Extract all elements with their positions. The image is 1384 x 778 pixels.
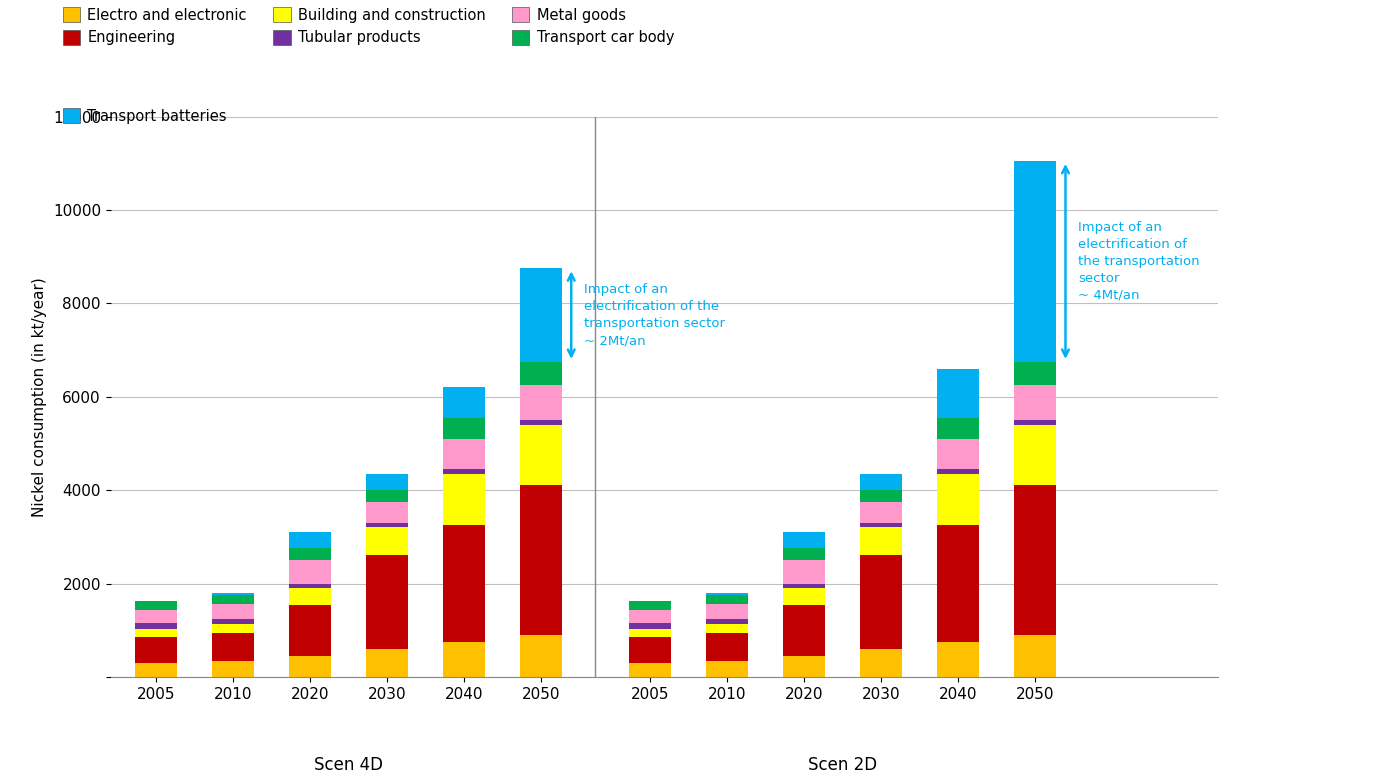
Bar xyxy=(937,642,978,677)
Bar xyxy=(365,527,407,555)
Bar xyxy=(937,418,978,439)
Bar xyxy=(937,369,978,418)
Y-axis label: Nickel consumption (in kt/year): Nickel consumption (in kt/year) xyxy=(32,277,47,517)
Bar xyxy=(520,425,562,485)
Bar xyxy=(365,474,407,490)
Bar xyxy=(937,474,978,525)
Bar xyxy=(859,490,902,502)
Bar xyxy=(443,469,484,474)
Bar xyxy=(937,525,978,642)
Bar xyxy=(783,588,825,605)
Bar xyxy=(443,642,484,677)
Bar xyxy=(859,502,902,523)
Bar xyxy=(1014,425,1056,485)
Text: Scen 2D: Scen 2D xyxy=(808,756,877,774)
Bar xyxy=(1014,485,1056,635)
Bar xyxy=(212,661,253,677)
Bar xyxy=(289,560,331,584)
Bar xyxy=(134,637,177,663)
Bar xyxy=(365,490,407,502)
Bar xyxy=(289,548,331,560)
Text: Impact of an
electrification of
the transportation
sector
~ 4Mt/an: Impact of an electrification of the tran… xyxy=(1078,221,1200,302)
Bar xyxy=(289,605,331,656)
Bar xyxy=(706,619,747,624)
Bar xyxy=(706,594,747,604)
Bar xyxy=(628,629,671,637)
Bar xyxy=(706,624,747,633)
Bar xyxy=(520,385,562,420)
Bar xyxy=(783,584,825,588)
Bar xyxy=(628,663,671,677)
Bar xyxy=(937,469,978,474)
Bar xyxy=(212,604,253,619)
Bar xyxy=(859,474,902,490)
Bar xyxy=(783,605,825,656)
Bar xyxy=(134,623,177,629)
Bar xyxy=(520,268,562,362)
Bar xyxy=(520,420,562,425)
Bar xyxy=(365,523,407,527)
Bar xyxy=(859,649,902,677)
Bar xyxy=(1014,635,1056,677)
Bar xyxy=(706,633,747,661)
Bar xyxy=(443,525,484,642)
Bar xyxy=(289,532,331,548)
Bar xyxy=(212,633,253,661)
Bar xyxy=(443,387,484,418)
Bar xyxy=(289,588,331,605)
Bar xyxy=(520,635,562,677)
Bar xyxy=(706,661,747,677)
Bar xyxy=(706,604,747,619)
Bar xyxy=(365,502,407,523)
Bar xyxy=(937,439,978,469)
Bar xyxy=(783,560,825,584)
Bar xyxy=(783,548,825,560)
Bar xyxy=(520,485,562,635)
Bar xyxy=(212,624,253,633)
Text: Impact of an
electrification of the
transportation sector
~ 2Mt/an: Impact of an electrification of the tran… xyxy=(584,283,725,347)
Bar xyxy=(783,532,825,548)
Bar xyxy=(289,584,331,588)
Bar xyxy=(1014,385,1056,420)
Bar xyxy=(443,418,484,439)
Bar xyxy=(134,629,177,637)
Bar xyxy=(365,555,407,649)
Bar xyxy=(628,601,671,610)
Text: Scen 4D: Scen 4D xyxy=(314,756,383,774)
Bar xyxy=(628,637,671,663)
Bar xyxy=(520,362,562,385)
Bar xyxy=(628,610,671,623)
Bar xyxy=(859,523,902,527)
Bar xyxy=(783,656,825,677)
Bar xyxy=(134,610,177,623)
Bar xyxy=(134,663,177,677)
Bar xyxy=(443,439,484,469)
Bar xyxy=(365,649,407,677)
Legend: Transport batteries: Transport batteries xyxy=(62,108,227,124)
Bar xyxy=(628,623,671,629)
Bar xyxy=(859,527,902,555)
Bar xyxy=(1014,420,1056,425)
Bar xyxy=(134,601,177,610)
Bar xyxy=(212,619,253,624)
Bar xyxy=(289,656,331,677)
Bar xyxy=(1014,362,1056,385)
Bar xyxy=(859,555,902,649)
Bar xyxy=(1014,161,1056,362)
Bar xyxy=(212,594,253,604)
Bar xyxy=(443,474,484,525)
